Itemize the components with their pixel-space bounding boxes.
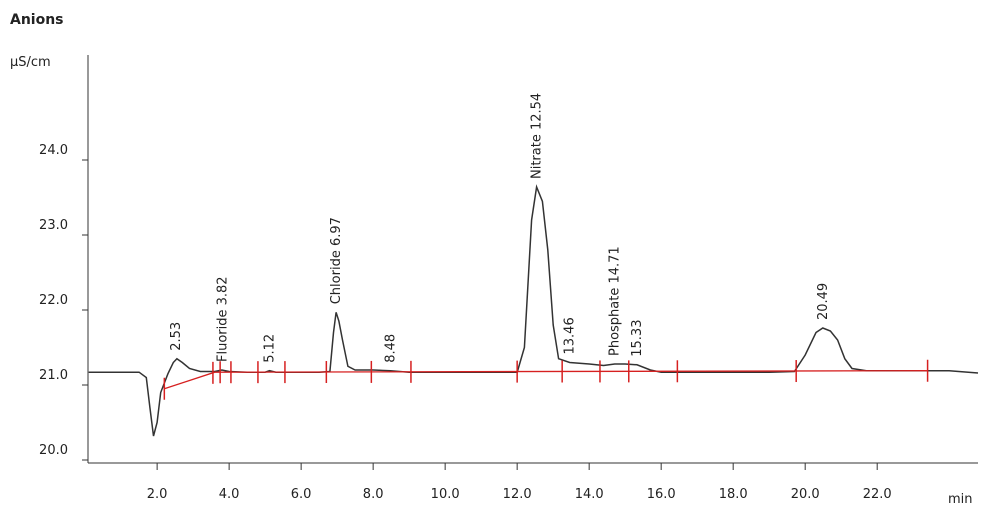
peak-label: 2.53 <box>169 322 184 351</box>
y-tick-label: 24.0 <box>39 143 68 158</box>
peak-label: 20.49 <box>816 283 831 320</box>
x-tick-label: 4.0 <box>219 487 240 502</box>
x-tick-label: 10.0 <box>431 487 460 502</box>
y-axis-label: µS/cm <box>10 55 51 70</box>
y-tick-label: 22.0 <box>39 293 68 308</box>
peak-label: Fluoride 3.82 <box>216 276 231 362</box>
peak-label: 13.46 <box>563 317 578 354</box>
integration-baseline <box>164 370 928 390</box>
peak-label: 5.12 <box>262 334 277 363</box>
x-tick-label: 8.0 <box>363 487 384 502</box>
peak-label: Chloride 6.97 <box>329 217 344 304</box>
x-tick-label: 20.0 <box>791 487 820 502</box>
chart-title: Anions <box>10 12 64 28</box>
peak-label: Nitrate 12.54 <box>530 93 545 179</box>
y-tick-label: 20.0 <box>39 443 68 458</box>
x-tick-label: 18.0 <box>719 487 748 502</box>
x-tick-label: 2.0 <box>147 487 168 502</box>
x-axis-label: min <box>948 492 973 507</box>
x-tick-label: 12.0 <box>503 487 532 502</box>
y-tick-label: 23.0 <box>39 218 68 233</box>
peak-label: 8.48 <box>383 334 398 363</box>
x-tick-label: 14.0 <box>575 487 604 502</box>
peak-label: Phosphate 14.71 <box>608 246 623 356</box>
peak-label: 15.33 <box>630 320 645 357</box>
y-tick-label: 21.0 <box>39 368 68 383</box>
x-tick-label: 22.0 <box>863 487 892 502</box>
x-tick-label: 16.0 <box>647 487 676 502</box>
x-tick-label: 6.0 <box>291 487 312 502</box>
